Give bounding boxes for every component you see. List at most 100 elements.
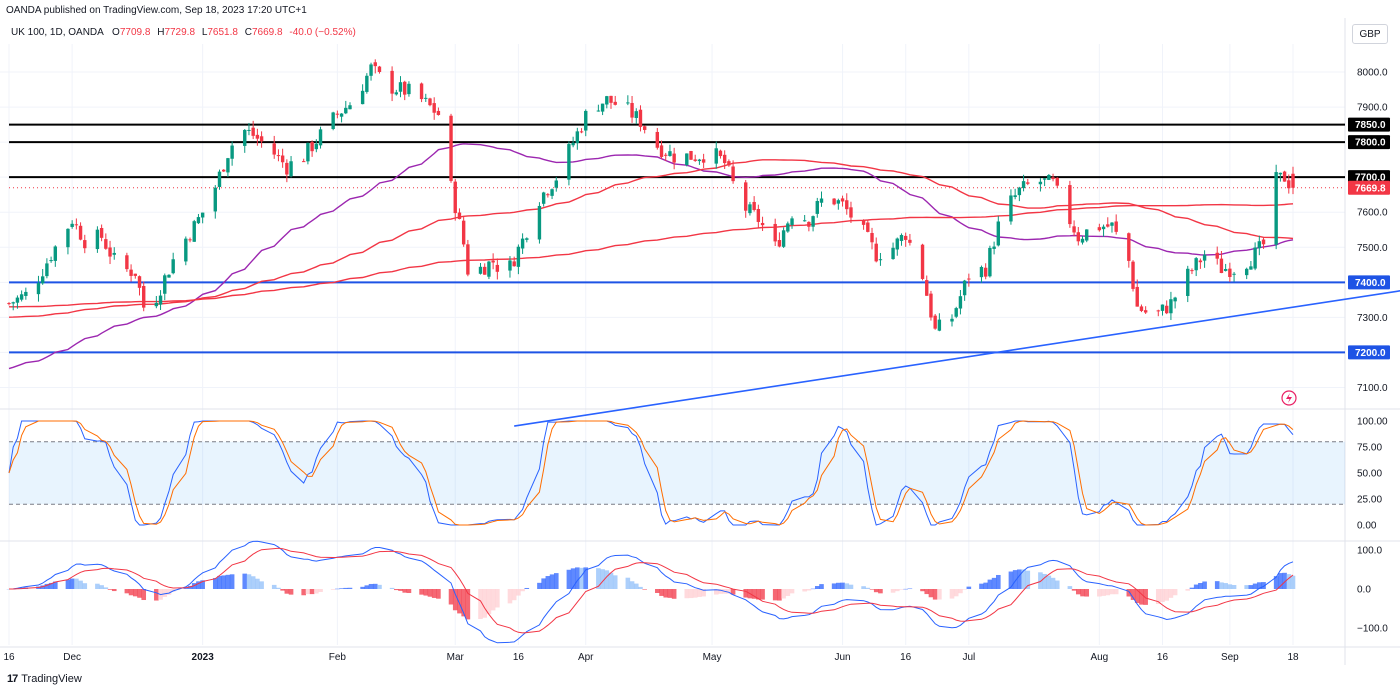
macd-histogram-bar[interactable]	[259, 581, 264, 589]
macd-histogram-bar[interactable]	[958, 589, 963, 594]
macd-histogram-bar[interactable]	[1071, 589, 1077, 591]
macd-histogram-bar[interactable]	[1189, 587, 1195, 589]
candle-body[interactable]	[756, 208, 761, 222]
candle-body[interactable]	[171, 259, 175, 274]
macd-histogram-bar[interactable]	[166, 589, 172, 595]
macd-histogram-bar[interactable]	[1155, 589, 1161, 605]
candle-body[interactable]	[655, 131, 660, 148]
candle-body[interactable]	[1139, 306, 1144, 311]
macd-histogram-bar[interactable]	[511, 589, 517, 601]
macd-histogram-bar[interactable]	[953, 589, 959, 597]
macd-histogram-bar[interactable]	[865, 587, 871, 589]
macd-histogram-bar[interactable]	[667, 589, 673, 598]
candle-body[interactable]	[714, 148, 718, 164]
candle-body[interactable]	[1202, 254, 1207, 261]
candle-body[interactable]	[840, 198, 845, 202]
candle-body[interactable]	[137, 276, 142, 288]
macd-histogram-bar[interactable]	[103, 587, 109, 589]
candle-body[interactable]	[773, 223, 777, 242]
candle-body[interactable]	[870, 232, 874, 243]
candle-body[interactable]	[1106, 224, 1110, 227]
macd-histogram-bar[interactable]	[1252, 583, 1258, 589]
macd-histogram-bar[interactable]	[987, 579, 993, 589]
candle-body[interactable]	[520, 238, 525, 249]
macd-histogram-bar[interactable]	[1126, 589, 1132, 597]
macd-histogram-bar[interactable]	[1101, 589, 1106, 596]
candle-body[interactable]	[579, 131, 584, 133]
candle-body[interactable]	[230, 145, 234, 159]
macd-histogram-bar[interactable]	[772, 589, 778, 601]
macd-histogram-bar[interactable]	[899, 589, 904, 590]
macd-histogram-bar[interactable]	[524, 587, 530, 589]
candle-body[interactable]	[744, 182, 748, 211]
macd-histogram-bar[interactable]	[53, 581, 58, 589]
trendline[interactable]	[514, 272, 1400, 427]
candle-body[interactable]	[188, 239, 192, 241]
macd-histogram-bar[interactable]	[486, 589, 492, 615]
candle-body[interactable]	[933, 315, 937, 329]
candle-body[interactable]	[954, 308, 958, 317]
macd-histogram-bar[interactable]	[596, 568, 601, 589]
macd-histogram-bar[interactable]	[840, 582, 845, 589]
candle-body[interactable]	[1194, 258, 1198, 271]
candle-body[interactable]	[983, 267, 988, 277]
candle-body[interactable]	[950, 318, 954, 322]
candle-body[interactable]	[457, 212, 462, 219]
macd-histogram-bar[interactable]	[225, 574, 231, 589]
macd-histogram-bar[interactable]	[1021, 569, 1026, 589]
candle-body[interactable]	[571, 142, 575, 146]
candle-body[interactable]	[1249, 266, 1253, 270]
candle-body[interactable]	[1068, 185, 1072, 225]
macd-histogram-bar[interactable]	[924, 589, 930, 595]
macd-histogram-bar[interactable]	[553, 573, 559, 589]
candle-body[interactable]	[584, 110, 588, 131]
macd-histogram-bar[interactable]	[907, 588, 913, 590]
candle-body[interactable]	[979, 266, 984, 278]
macd-histogram-bar[interactable]	[861, 586, 866, 589]
candle-body[interactable]	[167, 274, 171, 278]
stochastic-pane[interactable]	[8, 420, 1345, 526]
macd-histogram-bar[interactable]	[814, 586, 820, 589]
macd-histogram-bar[interactable]	[183, 588, 189, 589]
macd-histogram-bar[interactable]	[1282, 572, 1287, 589]
macd-histogram-bar[interactable]	[545, 576, 551, 589]
candle-body[interactable]	[99, 228, 104, 238]
candle-body[interactable]	[163, 275, 167, 294]
stoch-d-line[interactable]	[8, 420, 1294, 526]
macd-histogram-bar[interactable]	[495, 589, 500, 608]
candle-body[interactable]	[348, 105, 352, 110]
candle-body[interactable]	[1051, 177, 1055, 180]
macd-histogram-bar[interactable]	[1231, 585, 1237, 589]
candle-body[interactable]	[196, 217, 201, 224]
macd-histogram-bar[interactable]	[457, 589, 462, 614]
macd-histogram-bar[interactable]	[1113, 589, 1119, 595]
candle-body[interactable]	[1013, 195, 1017, 198]
macd-histogram-bar[interactable]	[1248, 585, 1254, 589]
candle-body[interactable]	[891, 247, 895, 260]
candle-body[interactable]	[541, 192, 546, 204]
macd-histogram-bar[interactable]	[335, 588, 340, 590]
macd-histogram-bar[interactable]	[360, 586, 365, 589]
macd-histogram-bar[interactable]	[40, 585, 45, 589]
macd-histogram-bar[interactable]	[318, 589, 323, 592]
macd-histogram-bar[interactable]	[1261, 582, 1266, 589]
candle-body[interactable]	[1114, 221, 1118, 232]
candle-body[interactable]	[36, 283, 41, 295]
macd-histogram-bar[interactable]	[402, 589, 408, 593]
candle-body[interactable]	[125, 255, 129, 270]
macd-histogram-bar[interactable]	[1075, 589, 1081, 595]
macd-histogram-bar[interactable]	[82, 583, 88, 589]
macd-histogram-bar[interactable]	[48, 582, 54, 589]
candle-body[interactable]	[1219, 258, 1224, 274]
macd-histogram-bar[interactable]	[65, 579, 71, 589]
macd-histogram-bar[interactable]	[343, 587, 349, 589]
candle-body[interactable]	[394, 92, 399, 95]
symbol-name[interactable]: UK 100, 1D, OANDA	[11, 27, 104, 38]
candle-body[interactable]	[403, 81, 407, 95]
candle-body[interactable]	[272, 143, 276, 155]
candle-body[interactable]	[1127, 233, 1131, 261]
candle-body[interactable]	[895, 238, 899, 250]
macd-histogram-bar[interactable]	[692, 589, 698, 598]
candle-body[interactable]	[613, 101, 617, 105]
macd-histogram-bar[interactable]	[726, 589, 732, 594]
